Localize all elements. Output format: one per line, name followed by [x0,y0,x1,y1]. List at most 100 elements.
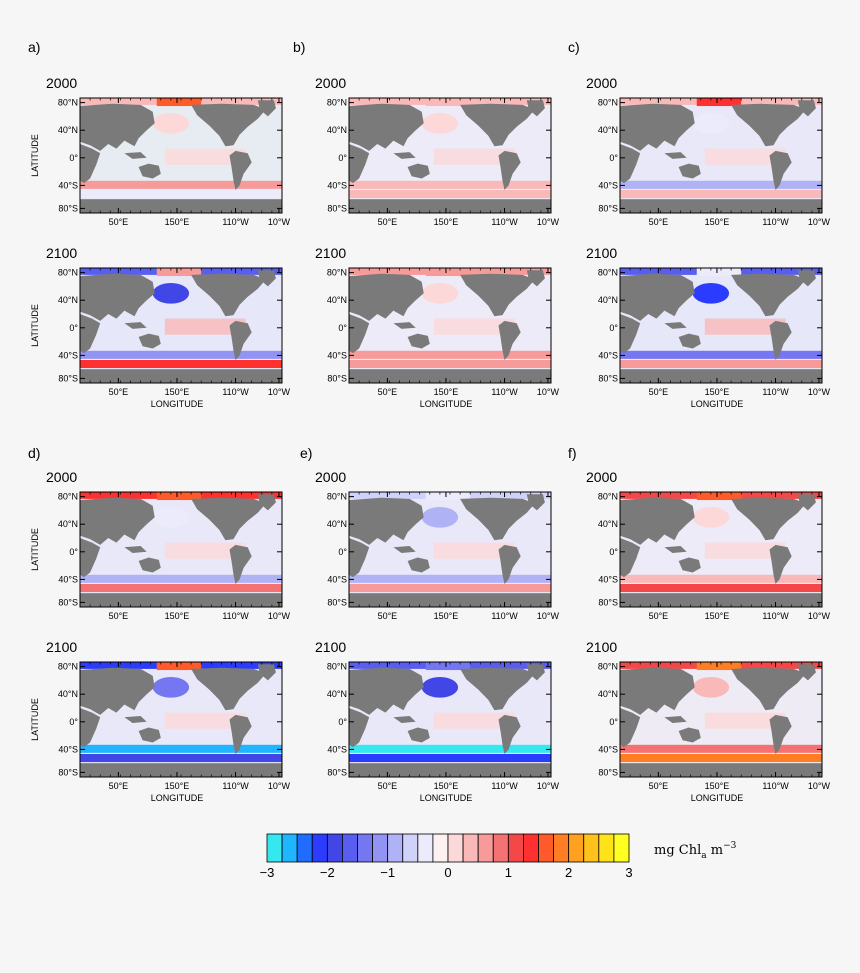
panel-letter: d) [28,445,40,461]
continent [257,494,276,511]
lon-tick-label: 10°W [808,611,831,621]
map-panel: 80°N 40°N 0° 40°S 80°S 50°E 150°E 110°W 10°W 2000… [300,445,560,621]
continent [526,494,545,511]
colorbar-cell [538,833,554,863]
lon-tick-label: 150°E [165,781,190,791]
colorbar-cell [311,833,328,863]
continent [191,497,266,541]
southern-ocean-anomaly [349,360,551,369]
continent [460,273,535,317]
north-pacific-anomaly [421,506,459,528]
year-label: 2000 [586,75,617,91]
southern-ocean-anomaly [349,754,551,763]
equatorial-band [704,318,786,335]
colorbar-cell [553,833,570,863]
lat-tick-label: 80°N [58,492,78,502]
lon-tick-label: 50°E [378,387,398,397]
y-axis-title: LATITUDE [30,134,40,177]
map-field [349,98,551,213]
continent [797,100,816,117]
map-panel: 80°N 40°N 0° 40°S 80°S 50°E 150°E 110°W 10°W 2100… [586,639,831,803]
lat-tick-label: 80°S [327,373,347,383]
lon-tick-label: 150°E [705,217,730,227]
continent [678,163,701,179]
x-axis-title: LONGITUDE [151,399,204,409]
continent [460,667,535,711]
lon-tick-label: 10°W [268,217,291,227]
arctic-patch-anomaly [696,662,742,671]
colorbar-cell [402,833,419,863]
south-band-anomaly [80,180,282,189]
continent [664,716,687,723]
continent [229,320,252,360]
continent [678,333,701,349]
continent [138,557,161,573]
arctic-patch-anomaly [156,492,202,501]
continent [80,708,101,748]
lon-tick-label: 10°W [268,611,291,621]
lon-tick-label: 150°E [434,611,459,621]
lon-tick-label: 10°W [537,387,560,397]
south-band-anomaly [80,744,282,753]
continent [349,538,370,578]
colorbar-cell [507,833,524,863]
lat-tick-label: 80°S [598,373,618,383]
south-band-anomaly [620,180,822,189]
antarctica [620,593,822,607]
year-label: 2000 [46,469,77,485]
year-label: 2000 [315,469,346,485]
lon-tick-label: 10°W [808,781,831,791]
lat-tick-label: 0° [69,153,78,163]
colorbar-unit-label: mg Chla m−3 [654,841,737,861]
continent [80,103,155,151]
continent [80,538,101,578]
continent [124,152,147,159]
year-label: 2100 [46,639,77,655]
continent [664,152,687,159]
lon-tick-label: 110°W [491,217,518,227]
north-pacific-anomaly [152,112,190,134]
lat-tick-label: 80°S [327,203,347,213]
southern-ocean-anomaly [80,754,282,763]
lon-tick-label: 50°E [649,217,669,227]
colorbar-cell [598,833,615,863]
lon-tick-label: 150°E [165,217,190,227]
map-field [80,492,282,607]
colorbar-cell [296,833,313,863]
lon-tick-label: 10°W [808,217,831,227]
north-pacific-anomaly [692,282,730,304]
lat-tick-label: 40°S [598,180,618,190]
lat-tick-label: 80°S [327,597,347,607]
continent [191,273,266,317]
continent [407,727,430,743]
year-label: 2100 [586,245,617,261]
continent [80,667,155,715]
map-panel: 80°N 40°N 0° 40°S 80°S 50°E 150°E 110°W 10°W 2100… [30,639,291,803]
antarctica [80,763,282,777]
continent [620,667,695,715]
lat-tick-label: 0° [609,323,618,333]
continent [620,144,641,184]
southern-ocean-anomaly [80,584,282,593]
arctic-patch-anomaly [696,98,742,107]
colorbar-tick-label: −1 [380,865,395,880]
lon-tick-label: 50°E [649,387,669,397]
lat-tick-label: 0° [69,547,78,557]
map-field [620,492,822,607]
continent [124,716,147,723]
southern-ocean-anomaly [80,190,282,199]
x-axis-title: LONGITUDE [420,399,473,409]
colorbar-cell [613,833,630,863]
year-label: 2100 [315,639,346,655]
lat-tick-label: 80°S [58,767,78,777]
arctic-patch-anomaly [425,662,471,671]
colorbar-tick-label: −2 [320,865,335,880]
southern-ocean-anomaly [80,360,282,369]
continent [257,100,276,117]
continent [664,322,687,329]
continent [80,144,101,184]
y-axis-title: LATITUDE [30,304,40,347]
lon-tick-label: 50°E [649,781,669,791]
antarctica [349,199,551,213]
